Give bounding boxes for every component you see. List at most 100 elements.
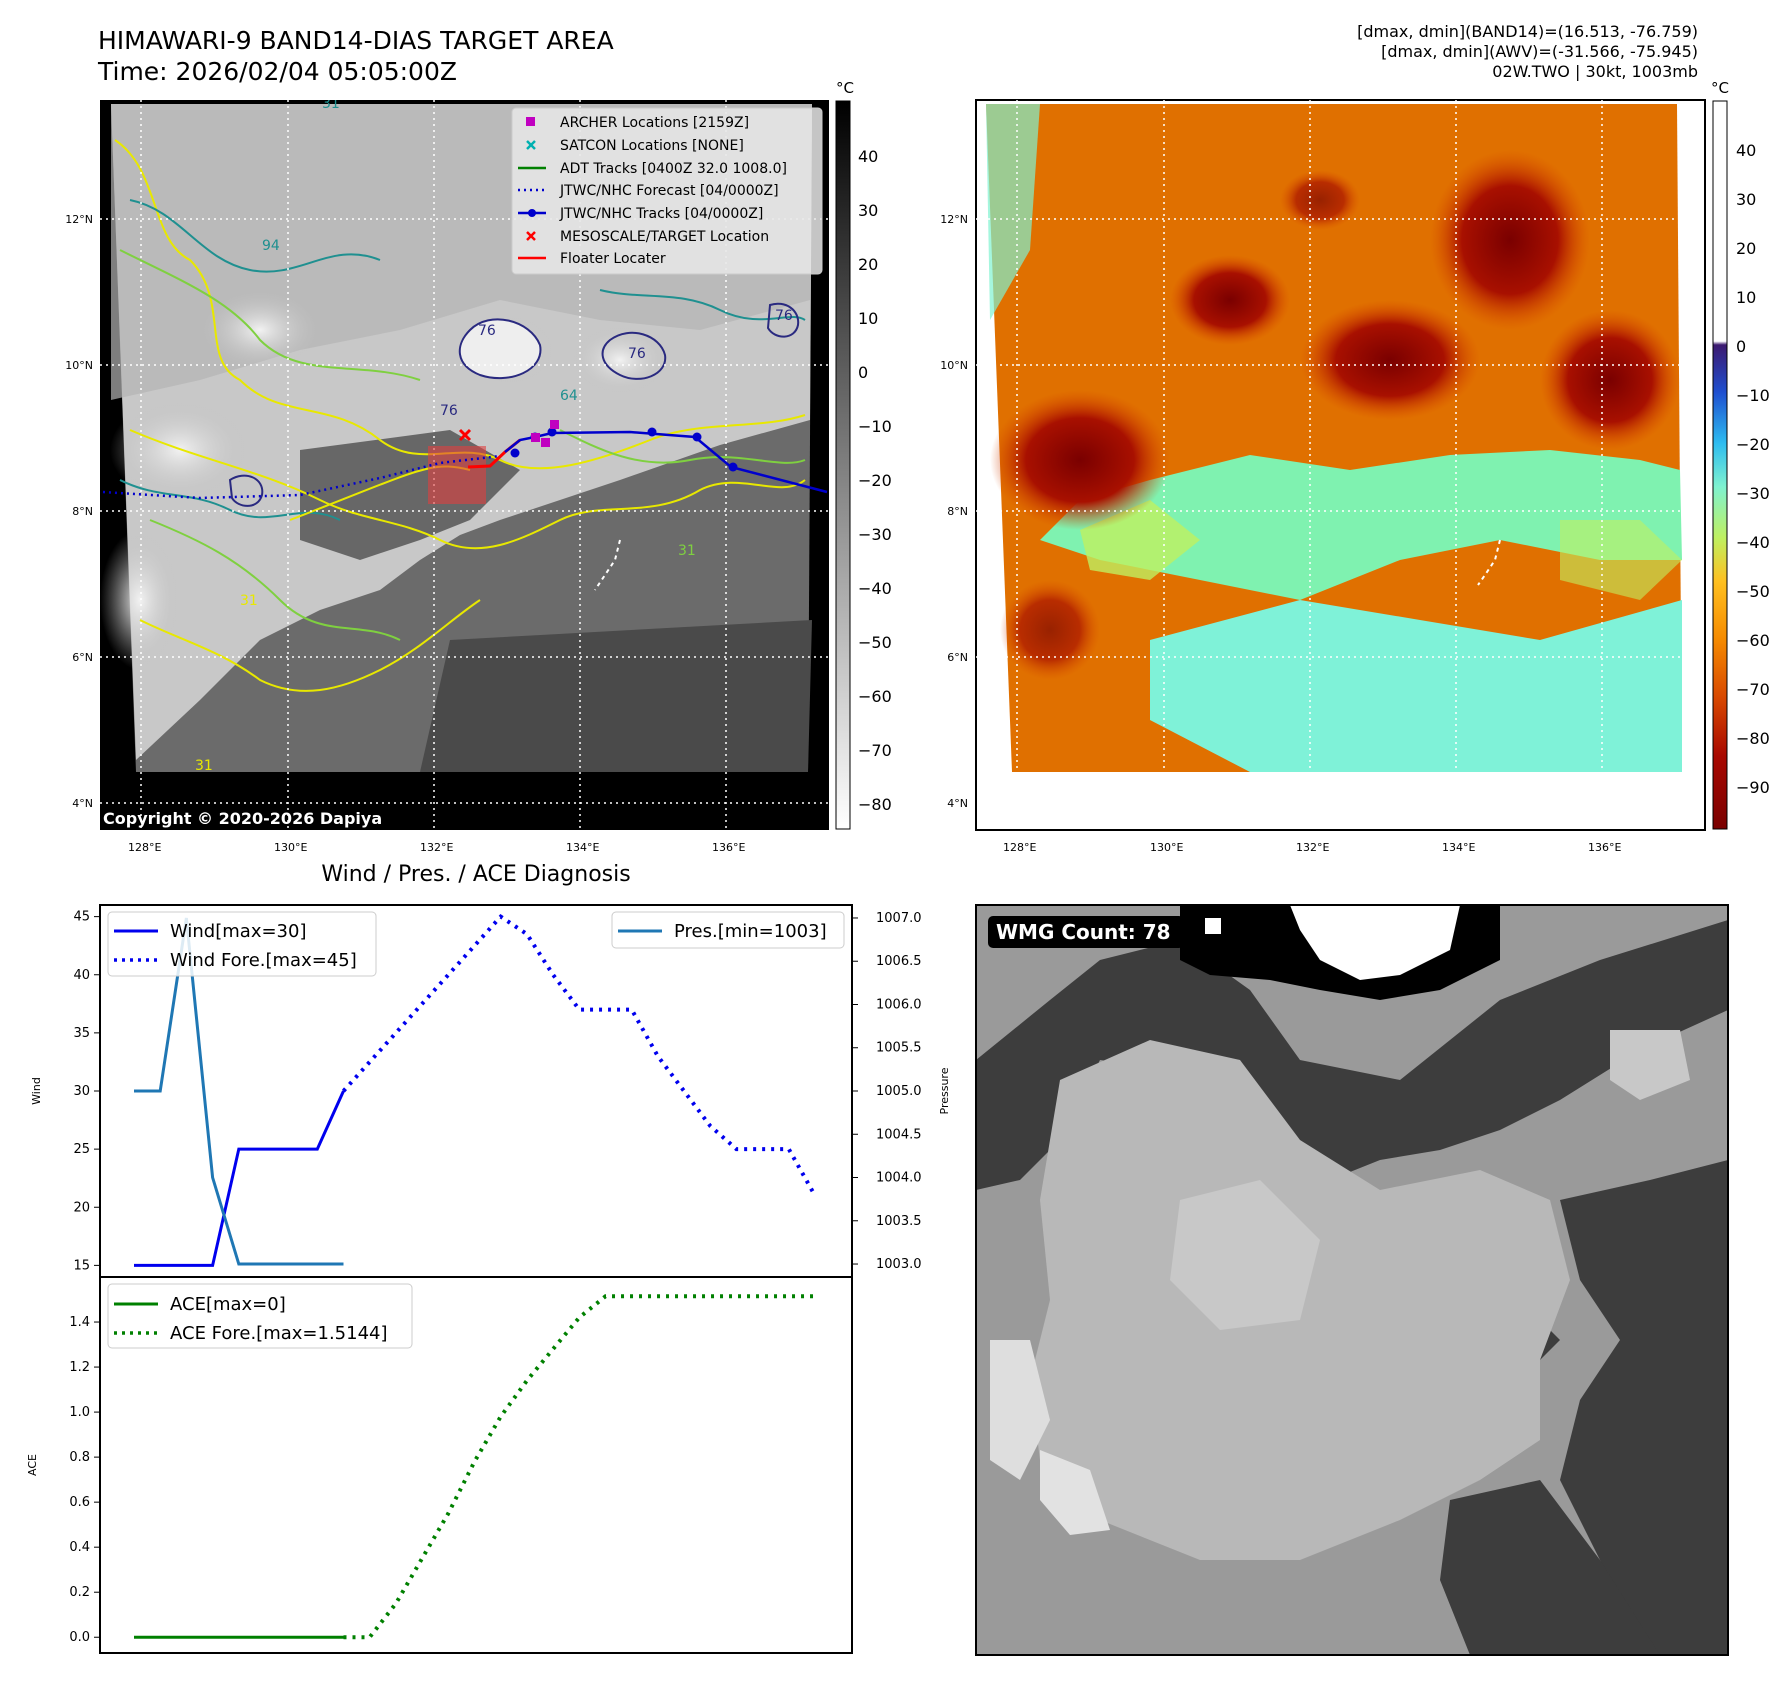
y-tick-label: 1.4 (69, 1315, 90, 1330)
band14-colorbar-ticks: 40 30 20 10 0 −10 −20 −30 −40 −50 −60 −7… (858, 147, 892, 814)
wind-axis-label: Wind (30, 1077, 43, 1105)
archer-location (531, 433, 540, 442)
y-tick-label: 1005.5 (876, 1041, 922, 1056)
awv-lon-labels: 128°E 130°E 132°E 134°E 136°E (1003, 841, 1621, 854)
lon-label: 130°E (1150, 841, 1183, 854)
moist-band (1040, 450, 1682, 600)
colorbar-tick: 30 (1736, 190, 1756, 209)
colorbar-tick: −50 (858, 633, 892, 652)
awv-unit: °C (1711, 79, 1729, 97)
stats-storm: 02W.TWO | 30kt, 1003mb (1492, 62, 1698, 81)
colorbar-tick: −60 (1736, 631, 1770, 650)
colorbar-tick: −70 (1736, 680, 1770, 699)
track-point (647, 427, 657, 437)
wmg-count-label: WMG Count: 78 (996, 920, 1171, 944)
y-tick-label: 25 (73, 1142, 90, 1157)
ace-legend: ACE[max=0] ACE Fore.[max=1.5144] (107, 1283, 413, 1349)
colorbar-tick: −40 (1736, 533, 1770, 552)
legend-forecast: JTWC/NHC Forecast [04/0000Z] (559, 183, 779, 199)
band14-colorbar (835, 100, 851, 830)
y-tick-label: 1004.0 (876, 1171, 922, 1186)
lon-label: 128°E (128, 841, 161, 854)
contour-label: 31 (678, 543, 696, 559)
map-lat-labels: 12°N 10°N 8°N 6°N 4°N (65, 213, 93, 810)
colorbar-tick: 20 (1736, 239, 1756, 258)
wind-yticks: 15 20 25 30 35 40 45 (73, 910, 100, 1273)
colorbar-tick: −80 (858, 795, 892, 814)
colorbar-tick: −60 (858, 687, 892, 706)
figure-time: Time: 2026/02/04 05:05:00Z (98, 57, 457, 86)
colorbar-tick: 30 (858, 201, 878, 220)
y-tick-label: 1006.0 (876, 997, 922, 1012)
contour-label: 76 (478, 323, 496, 339)
y-tick-label: 35 (73, 1026, 90, 1041)
dark-cluster (976, 920, 1728, 1190)
y-tick-label: 0.2 (69, 1585, 90, 1600)
legend-satcon-marker (526, 140, 536, 150)
lon-label: 136°E (1588, 841, 1621, 854)
y-tick-label: 1003.0 (876, 1257, 922, 1272)
awv-map: 128°E 130°E 132°E 134°E 136°E 12°N 10°N … (940, 79, 1770, 854)
wmg-panel: WMG Count: 78 (975, 904, 1729, 1656)
lat-label: 8°N (72, 505, 93, 518)
legend-wind-fore: Wind Fore.[max=45] (170, 950, 357, 971)
awv-lat-labels: 12°N 10°N 8°N 6°N 4°N (940, 213, 968, 810)
lat-label: 6°N (947, 651, 968, 664)
track-point (692, 432, 702, 442)
series-line (134, 917, 344, 1266)
lat-label: 4°N (72, 797, 93, 810)
ace-axes (99, 1276, 853, 1654)
lon-label: 132°E (420, 841, 453, 854)
awv-colorbar-ticks: 40 30 20 10 0 −10 −20 −30 −40 −50 −60 −7… (1736, 141, 1770, 797)
ace-axis-label: ACE (26, 1454, 39, 1476)
legend-tracks: JTWC/NHC Tracks [04/0000Z] (559, 206, 763, 222)
y-tick-label: 1003.5 (876, 1214, 922, 1229)
colorbar-tick: −50 (1736, 582, 1770, 601)
copyright-text: Copyright © 2020-2026 Dapiya (103, 809, 382, 828)
colorbar-tick: −30 (858, 525, 892, 544)
figure-title: HIMAWARI-9 BAND14-DIAS TARGET AREA (98, 26, 614, 55)
contour-label: 31 (240, 593, 258, 609)
series-layer (134, 913, 817, 1640)
y-tick-label: 0.6 (69, 1495, 90, 1510)
colorbar-tick: −90 (1736, 778, 1770, 797)
pressure-legend: Pres.[min=1003] (611, 911, 845, 949)
legend-target: MESOSCALE/TARGET Location (560, 229, 769, 245)
archer-location (541, 438, 550, 447)
y-tick-label: 1007.0 (876, 911, 922, 926)
lon-label: 130°E (274, 841, 307, 854)
y-tick-label: 1004.5 (876, 1127, 922, 1142)
lat-label: 8°N (947, 505, 968, 518)
colorbar-tick: 10 (1736, 288, 1756, 307)
mesoscale-target-marker (458, 428, 472, 442)
colorbar-tick: 0 (858, 363, 868, 382)
colorbar-tick: 40 (858, 147, 878, 166)
lat-label: 12°N (65, 213, 93, 226)
contour-label: 76 (775, 308, 793, 324)
pressure-yticks: 1003.0 1003.5 1004.0 1004.5 1005.0 1005.5 1006… (852, 911, 922, 1272)
lon-label: 134°E (1442, 841, 1475, 854)
legend-wind: Wind[max=30] (170, 921, 307, 942)
y-tick-label: 45 (73, 910, 90, 925)
colorbar-tick: 10 (858, 309, 878, 328)
lat-label: 10°N (940, 359, 968, 372)
legend-ace: ACE[max=0] (170, 1294, 286, 1315)
track-point (510, 448, 520, 458)
archer-location (550, 420, 559, 429)
contour-label: 76 (628, 346, 646, 362)
y-tick-label: 1005.0 (876, 1084, 922, 1099)
y-tick-label: 20 (73, 1200, 90, 1215)
map-lon-labels: 128°E 130°E 132°E 134°E 136°E (128, 841, 745, 854)
y-tick-label: 1.2 (69, 1360, 90, 1375)
colorbar-tick: −10 (1736, 386, 1770, 405)
contour-label: 31 (322, 96, 340, 112)
stats-awv: [dmax, dmin](AWV)=(-31.566, -75.945) (1381, 42, 1698, 61)
contour-label: 64 (560, 388, 578, 404)
y-tick-label: 30 (73, 1084, 90, 1099)
colorbar-tick: −40 (858, 579, 892, 598)
colorbar-tick: 40 (1736, 141, 1756, 160)
contour-label: 76 (440, 403, 458, 419)
colorbar-tick: −70 (858, 741, 892, 760)
colorbar-tick: 20 (858, 255, 878, 274)
